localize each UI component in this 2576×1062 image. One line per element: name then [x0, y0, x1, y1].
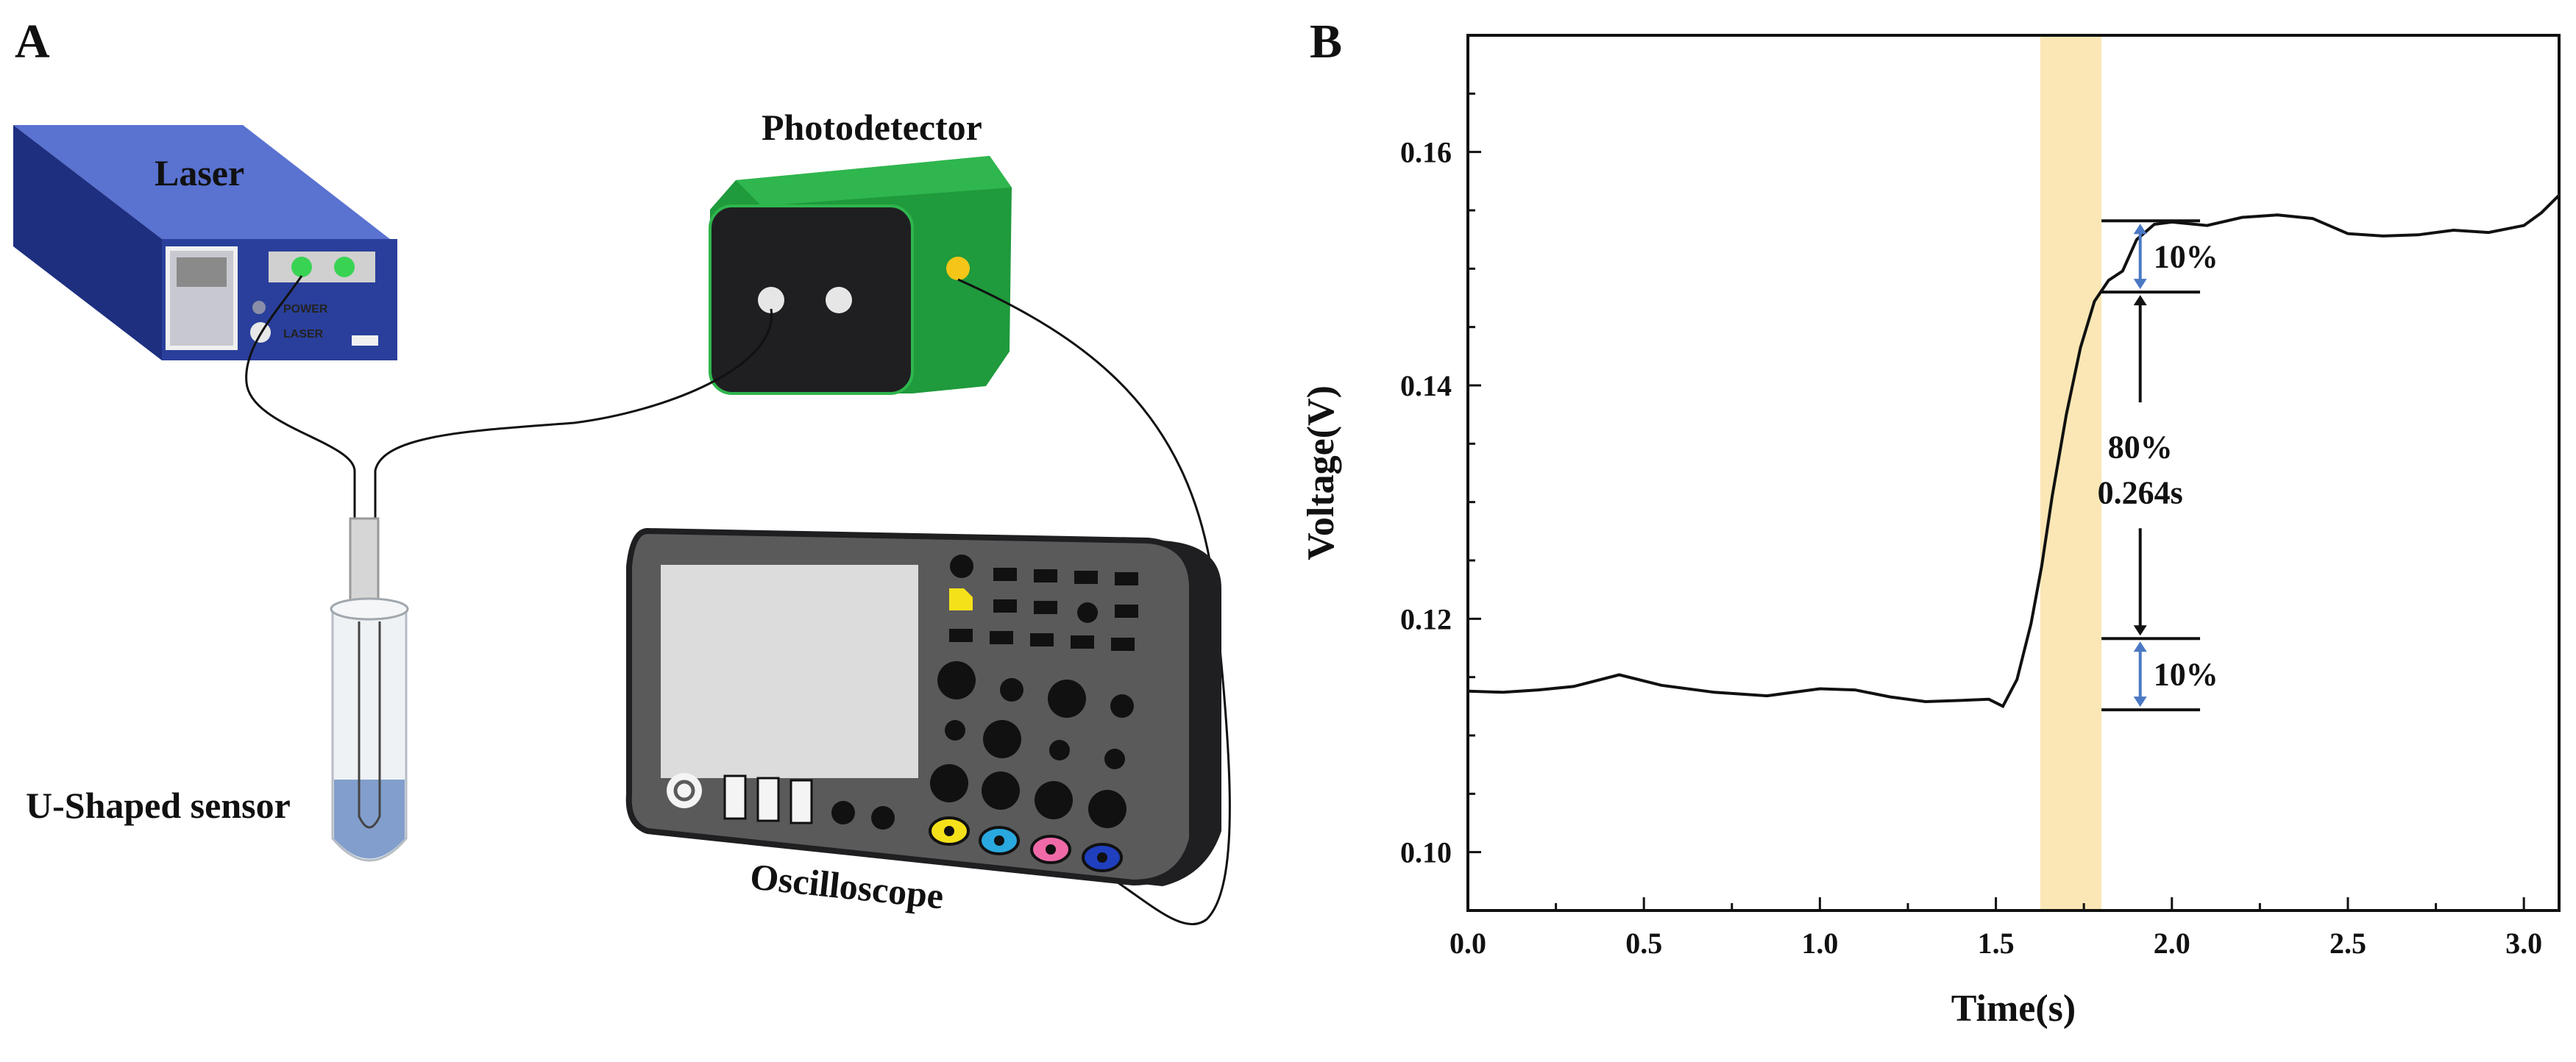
laser-indicator-light	[291, 257, 312, 277]
photodetector-input-port	[758, 287, 784, 313]
fiber-to-photodetector	[374, 308, 773, 518]
arrowhead	[2133, 279, 2147, 290]
channel-ports	[929, 816, 1123, 872]
panel-a-label: A	[15, 15, 50, 68]
oscilloscope-knob	[831, 801, 855, 824]
button-grid	[930, 568, 1138, 828]
cable-to-oscilloscope	[957, 278, 1231, 925]
plot-frame	[1466, 34, 2561, 912]
usb-port-icon	[756, 777, 780, 822]
optical-fibers	[245, 275, 1231, 925]
oscilloscope-knob	[950, 555, 973, 578]
x-tick-label: 0.0	[1450, 927, 1486, 960]
x-axis-ticks: 0.0 0.5 1.0 1.5 2.0 2.5 3.0	[1450, 897, 2542, 960]
x-axis-label: Time(s)	[1951, 988, 2076, 1030]
fiber-from-laser	[245, 275, 356, 518]
arrowhead	[2133, 641, 2147, 652]
power-icon	[667, 773, 702, 808]
test-liquid	[334, 780, 405, 859]
x-tick-label: 3.0	[2505, 927, 2542, 960]
x-tick-label: 0.5	[1625, 927, 1662, 960]
laser-top-face	[13, 125, 390, 239]
annotation-mid-pct: 80%	[2108, 430, 2173, 466]
x-tick-label: 1.0	[1801, 927, 1838, 960]
laser-side-face	[13, 125, 162, 360]
oscilloscope-screen	[661, 565, 918, 778]
u-shaped-sensor: U-Shaped sensor	[26, 517, 409, 862]
usb-port-icon	[352, 335, 378, 346]
photodetector-device	[709, 156, 1012, 395]
sensor-title: U-Shaped sensor	[26, 785, 291, 826]
arrowheads	[2133, 224, 2147, 708]
y-tick-label: 0.10	[1400, 836, 1452, 869]
annotation-rise-time: 0.264s	[2098, 475, 2183, 511]
test-tube-rim	[330, 597, 409, 621]
photodetector-input-port	[826, 287, 852, 313]
series-line-response	[1467, 193, 2561, 708]
photodetector-top-face	[736, 156, 1012, 206]
photodetector-title: Photodetector	[762, 107, 982, 148]
y-tick-label: 0.14	[1400, 369, 1452, 402]
x-tick-label: 2.5	[2330, 927, 2366, 960]
arrowhead	[2133, 625, 2147, 636]
power-icon-ring	[673, 780, 695, 802]
x-tick-label: 1.5	[1978, 927, 2015, 960]
x-tick-label: 2.0	[2154, 927, 2190, 960]
y-tick-label: 0.12	[1400, 602, 1452, 635]
u-fiber	[358, 621, 381, 829]
oscilloscope-device: Oscilloscope	[625, 527, 1221, 917]
laser-title: Laser	[155, 152, 244, 193]
power-label: POWER	[283, 303, 328, 316]
laser-indicator-light	[334, 257, 355, 277]
laser-indicator-panel	[269, 252, 375, 282]
oscilloscope-title: Oscilloscope	[748, 855, 945, 916]
y-axis-label: Voltage(V)	[1300, 385, 1342, 560]
voltage-time-chart: 0.0 0.5 1.0 1.5 2.0 2.5 3.0 0.10 0.12 0.14 0.16 1…	[1300, 34, 2561, 1030]
photodetector-output-port	[946, 257, 970, 280]
channel-indicator-icon	[949, 588, 973, 610]
arrowhead	[2133, 295, 2147, 306]
rise-time-band	[2040, 35, 2102, 910]
laser-label: LASER	[283, 328, 324, 341]
annotation-top-pct: 10%	[2154, 239, 2218, 275]
usb-port-icon	[723, 774, 747, 820]
laser-display-screen	[177, 257, 227, 287]
y-axis-ticks: 0.10 0.12 0.14 0.16	[1400, 34, 1481, 912]
arrowhead	[2133, 696, 2147, 708]
arrowhead	[2133, 224, 2147, 235]
panel-b-label: B	[1310, 15, 1342, 68]
annotation-bottom-pct: 10%	[2154, 657, 2218, 693]
oscilloscope-knob	[871, 806, 895, 830]
power-button-icon	[252, 301, 266, 314]
y-tick-label: 0.16	[1400, 136, 1452, 169]
usb-port-icon	[790, 779, 813, 824]
laser-device: POWER LASER Laser	[13, 125, 397, 360]
